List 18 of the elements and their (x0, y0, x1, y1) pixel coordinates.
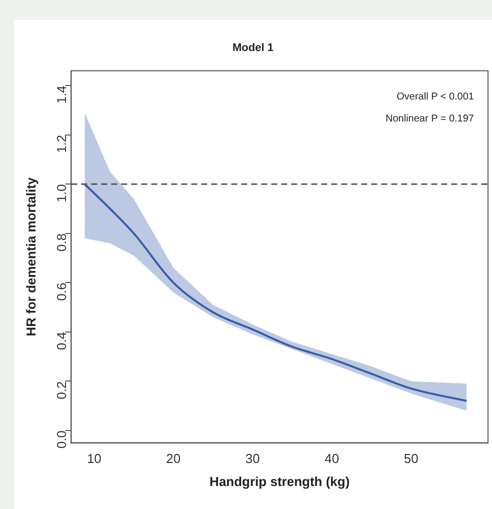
annotation: Nonlinear P = 0.197 (386, 114, 474, 125)
y-tick-label: 1.2 (54, 134, 69, 153)
x-tick-label: 20 (166, 451, 181, 466)
y-tick-label: 0.2 (54, 381, 69, 400)
y-axis-title: HR for dementia mortality (23, 176, 38, 336)
y-tick-label: 0.4 (54, 332, 69, 350)
y-tick-label: 1.4 (54, 86, 69, 104)
y-tick-label: 0.0 (54, 430, 69, 449)
y-tick-label: 1.0 (54, 184, 69, 202)
x-tick-label: 50 (404, 451, 418, 466)
x-tick-label: 10 (86, 451, 102, 466)
chart-title: Model 1 (232, 42, 274, 54)
y-tick-label: 0.6 (54, 282, 69, 301)
x-tick-label: 40 (324, 451, 340, 466)
x-tick-label: 30 (245, 451, 260, 466)
annotation: Overall P < 0.001 (396, 92, 474, 103)
x-axis-title: Handgrip strength (kg) (210, 474, 350, 489)
y-tick-label: 0.8 (54, 233, 69, 252)
